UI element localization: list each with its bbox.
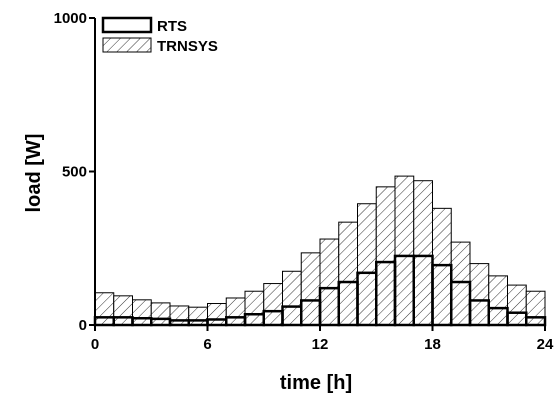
trnsys-bar-13 bbox=[338, 221, 358, 326]
trnsys-bar-21 bbox=[488, 275, 508, 326]
trnsys-bar-12 bbox=[319, 238, 340, 326]
trnsys-bar-23 bbox=[525, 290, 546, 326]
trnsys-bar-11 bbox=[300, 252, 321, 326]
trnsys-bar-15 bbox=[375, 186, 396, 326]
trnsys-bar-4 bbox=[169, 305, 190, 326]
trnsys-bar-1 bbox=[113, 295, 133, 326]
trnsys-bar-14 bbox=[357, 203, 377, 326]
legend-swatch-trnsys bbox=[102, 37, 152, 53]
trnsys-bar-9 bbox=[263, 283, 283, 326]
y-tick-label-0: 0 bbox=[79, 317, 87, 334]
trnsys-bar-3 bbox=[150, 302, 171, 326]
trnsys-bar-8 bbox=[244, 290, 265, 326]
x-tick-label-18: 18 bbox=[424, 336, 441, 353]
x-tick-label-6: 6 bbox=[203, 336, 211, 353]
trnsys-bar-22 bbox=[507, 284, 527, 326]
trnsys-bar-17 bbox=[413, 180, 433, 326]
trnsys-bar-20 bbox=[469, 263, 490, 326]
trnsys-bar-10 bbox=[282, 270, 302, 326]
trnsys-bar-6 bbox=[207, 303, 227, 326]
x-tick-label-12: 12 bbox=[312, 336, 329, 353]
axes: 0 6 12 18 24 0 500 1000 bbox=[54, 10, 554, 353]
x-axis-title: time [h] bbox=[280, 372, 352, 394]
y-ticks: 0 500 1000 bbox=[54, 10, 95, 334]
legend-label-trnsys: TRNSYS bbox=[157, 38, 218, 55]
legend-swatch-rts bbox=[101, 16, 153, 34]
x-ticks: 0 6 12 18 24 bbox=[91, 325, 554, 353]
y-tick-label-500: 500 bbox=[62, 164, 87, 181]
trnsys-bar-5 bbox=[188, 306, 208, 326]
trnsys-bar-2 bbox=[132, 299, 152, 326]
legend: RTS TRNSYS bbox=[101, 16, 218, 55]
trnsys-bar-7 bbox=[225, 297, 246, 326]
x-tick-label-24: 24 bbox=[537, 336, 554, 353]
trnsys-bar-0 bbox=[94, 292, 115, 326]
legend-label-rts: RTS bbox=[157, 18, 187, 35]
y-axis-title: load [W] bbox=[23, 134, 45, 213]
trnsys-bar-18 bbox=[432, 207, 452, 326]
x-tick-label-0: 0 bbox=[91, 336, 99, 353]
trnsys-bar-16 bbox=[394, 175, 415, 326]
trnsys-bar-19 bbox=[450, 241, 471, 326]
y-tick-label-1000: 1000 bbox=[54, 10, 87, 27]
